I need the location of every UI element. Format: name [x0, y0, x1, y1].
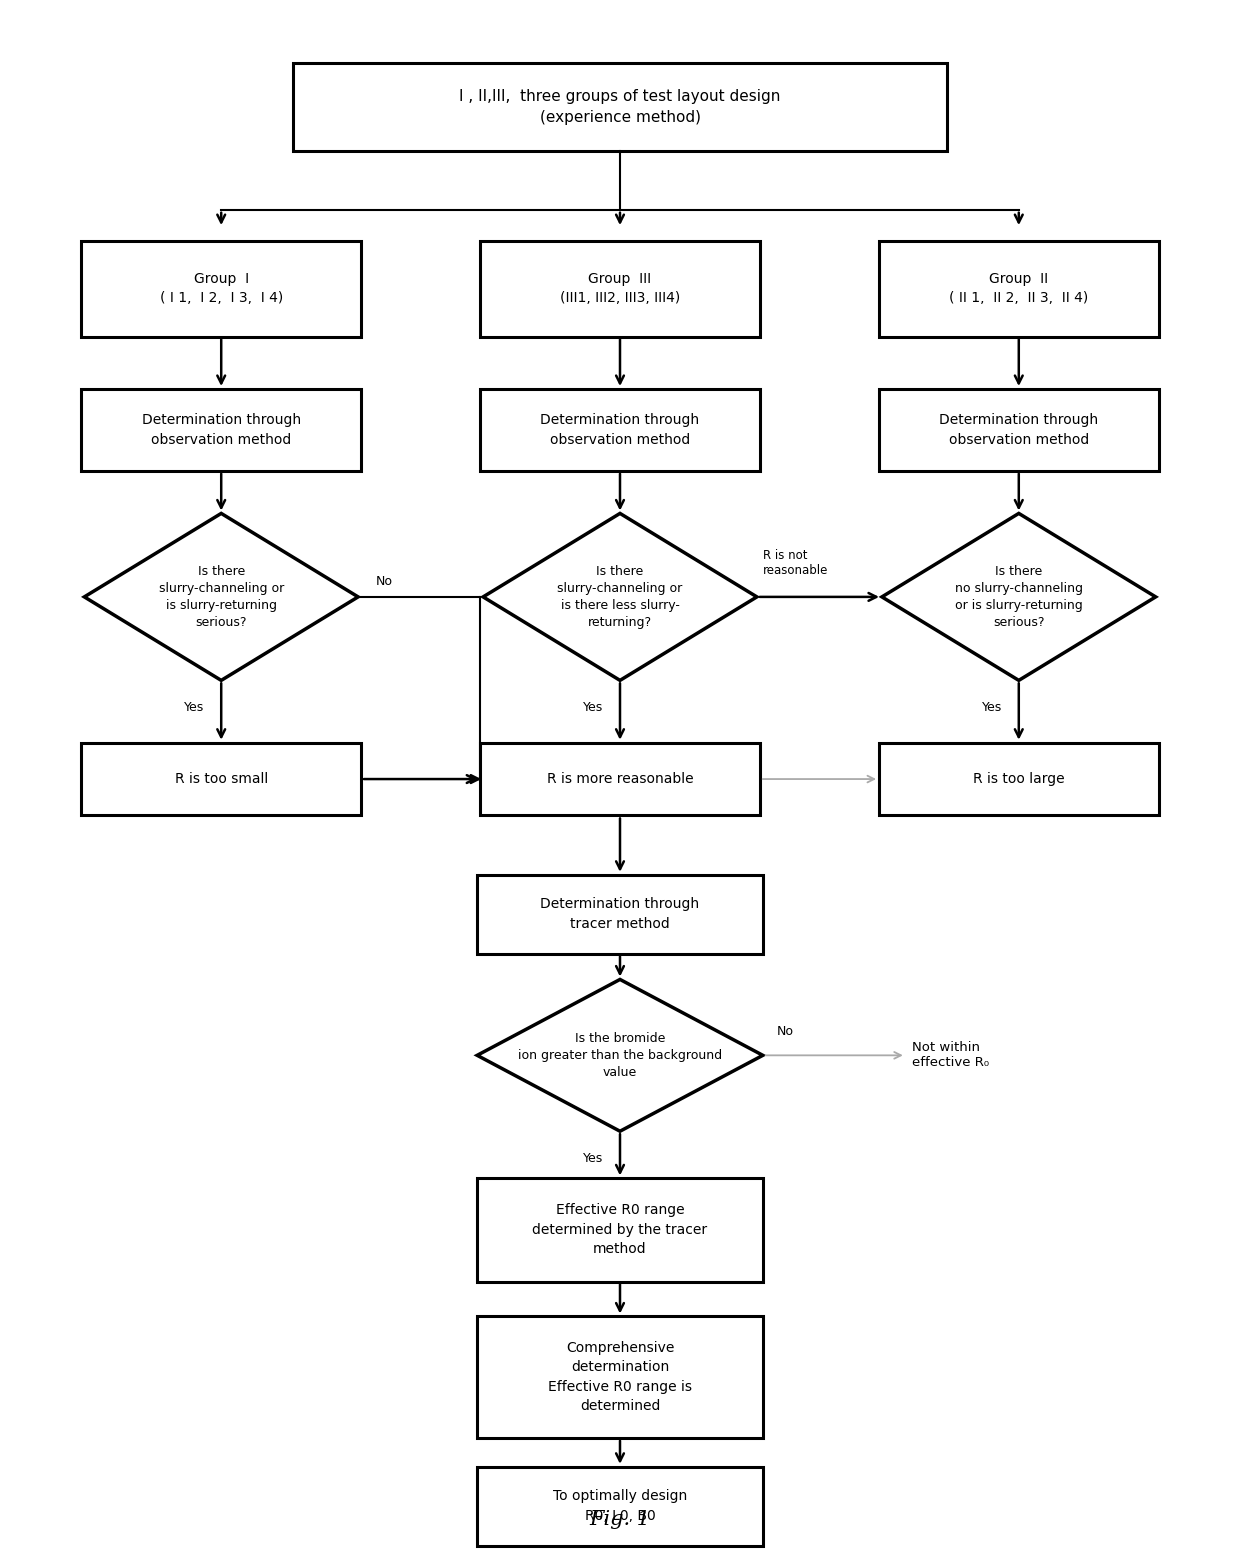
- Text: I , II,III,  three groups of test layout design
(experience method): I , II,III, three groups of test layout …: [459, 88, 781, 124]
- Text: No: No: [777, 1024, 794, 1038]
- Text: No: No: [376, 575, 393, 589]
- FancyBboxPatch shape: [293, 62, 947, 150]
- Text: Group  I
( I 1,  I 2,  I 3,  I 4): Group I ( I 1, I 2, I 3, I 4): [160, 273, 283, 305]
- FancyBboxPatch shape: [477, 875, 763, 954]
- FancyBboxPatch shape: [480, 742, 760, 815]
- FancyBboxPatch shape: [477, 1179, 763, 1281]
- Text: R is not
reasonable: R is not reasonable: [763, 550, 828, 578]
- FancyBboxPatch shape: [82, 742, 361, 815]
- Text: Yes: Yes: [982, 702, 1002, 714]
- Text: Is there
no slurry-channeling
or is slurry-returning
serious?: Is there no slurry-channeling or is slur…: [955, 565, 1083, 629]
- Polygon shape: [84, 513, 358, 680]
- Text: Yes: Yes: [185, 702, 205, 714]
- Polygon shape: [477, 979, 763, 1131]
- Text: R is more reasonable: R is more reasonable: [547, 771, 693, 785]
- Text: Group  II
( II 1,  II 2,  II 3,  II 4): Group II ( II 1, II 2, II 3, II 4): [949, 273, 1089, 305]
- FancyBboxPatch shape: [480, 389, 760, 471]
- FancyBboxPatch shape: [82, 389, 361, 471]
- FancyBboxPatch shape: [477, 1317, 763, 1437]
- FancyBboxPatch shape: [480, 242, 760, 336]
- Text: Is the bromide
ion greater than the background
value: Is the bromide ion greater than the back…: [518, 1032, 722, 1078]
- Text: Group  III
(III1, III2, III3, III4): Group III (III1, III2, III3, III4): [560, 273, 680, 305]
- Text: Not within
effective R₀: Not within effective R₀: [911, 1041, 988, 1069]
- Text: Determination through
observation method: Determination through observation method: [541, 414, 699, 446]
- Text: Determination through
observation method: Determination through observation method: [141, 414, 301, 446]
- FancyBboxPatch shape: [879, 242, 1158, 336]
- Text: Determination through
observation method: Determination through observation method: [939, 414, 1099, 446]
- Text: Determination through
tracer method: Determination through tracer method: [541, 897, 699, 931]
- Text: Yes: Yes: [583, 1152, 604, 1165]
- Text: R is too large: R is too large: [973, 771, 1065, 785]
- FancyBboxPatch shape: [879, 389, 1158, 471]
- FancyBboxPatch shape: [879, 742, 1158, 815]
- Text: R is too small: R is too small: [175, 771, 268, 785]
- Text: Effective R0 range
determined by the tracer
method: Effective R0 range determined by the tra…: [532, 1204, 708, 1256]
- Text: Is there
slurry-channeling or
is there less slurry-
returning?: Is there slurry-channeling or is there l…: [557, 565, 683, 629]
- FancyBboxPatch shape: [82, 242, 361, 336]
- Text: Is there
slurry-channeling or
is slurry-returning
serious?: Is there slurry-channeling or is slurry-…: [159, 565, 284, 629]
- Text: Comprehensive
determination
Effective R0 range is
determined: Comprehensive determination Effective R0…: [548, 1341, 692, 1413]
- Text: Yes: Yes: [583, 702, 604, 714]
- FancyBboxPatch shape: [477, 1467, 763, 1546]
- Text: Fig. 1: Fig. 1: [589, 1510, 651, 1529]
- Text: To optimally design
R0, L0, B0: To optimally design R0, L0, B0: [553, 1490, 687, 1523]
- Polygon shape: [484, 513, 756, 680]
- Polygon shape: [882, 513, 1156, 680]
